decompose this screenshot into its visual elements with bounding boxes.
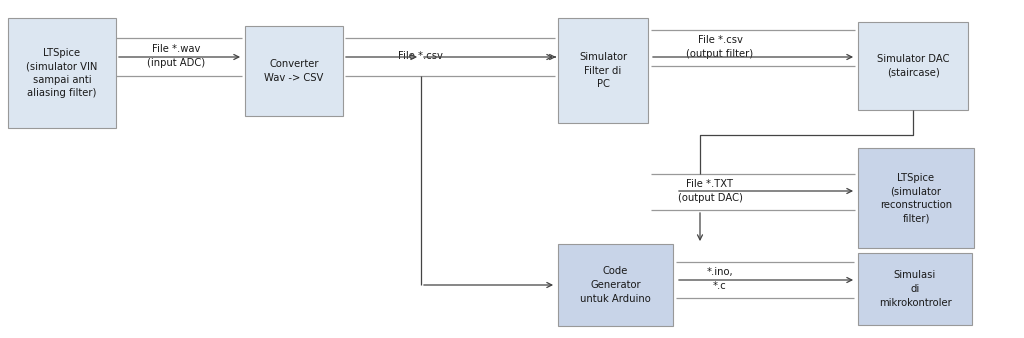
Text: Simulator DAC
(staircase): Simulator DAC (staircase) [877, 54, 949, 78]
Text: File *.csv: File *.csv [397, 51, 442, 61]
Text: Converter
Wav -> CSV: Converter Wav -> CSV [264, 59, 324, 83]
Text: LTSpice
(simulator
reconstruction
filter): LTSpice (simulator reconstruction filter… [880, 173, 952, 223]
FancyBboxPatch shape [858, 148, 974, 248]
Text: Code
Generator
untuk Arduino: Code Generator untuk Arduino [581, 266, 651, 304]
FancyBboxPatch shape [558, 18, 648, 123]
Text: File *.csv
(output filter): File *.csv (output filter) [686, 35, 754, 59]
FancyBboxPatch shape [558, 244, 673, 326]
FancyBboxPatch shape [8, 18, 116, 128]
Text: Simulasi
di
mikrokontroler: Simulasi di mikrokontroler [879, 270, 951, 308]
Text: File *.TXT
(output DAC): File *.TXT (output DAC) [678, 179, 742, 203]
FancyBboxPatch shape [245, 26, 343, 116]
Text: *.ino,
*.c: *.ino, *.c [707, 267, 733, 291]
Text: File *.wav
(input ADC): File *.wav (input ADC) [146, 44, 205, 68]
Text: Simulator
Filter di
PC: Simulator Filter di PC [579, 52, 627, 89]
Text: LTSpice
(simulator VIN
sampai anti
aliasing filter): LTSpice (simulator VIN sampai anti alias… [27, 48, 97, 98]
FancyBboxPatch shape [858, 22, 968, 110]
FancyBboxPatch shape [858, 253, 972, 325]
